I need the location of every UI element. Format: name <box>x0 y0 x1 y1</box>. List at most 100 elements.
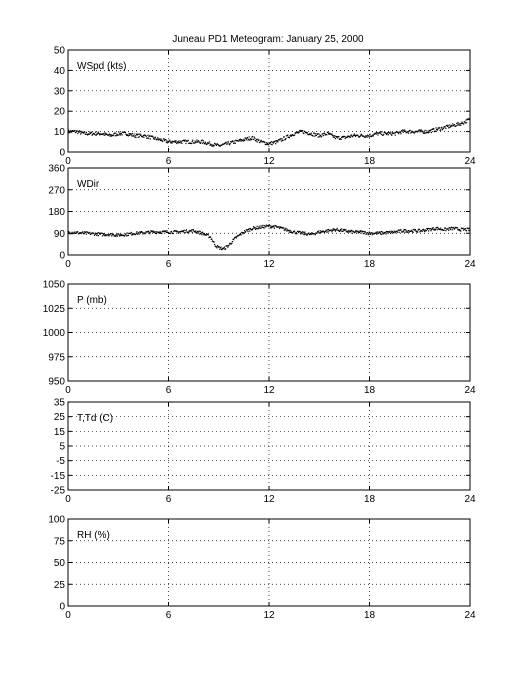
data-point <box>165 139 167 141</box>
data-point <box>199 233 201 235</box>
data-point <box>460 124 462 126</box>
data-point <box>316 133 319 135</box>
data-point <box>116 233 118 236</box>
data-point <box>211 238 213 240</box>
data-point <box>444 227 446 229</box>
data-point <box>394 232 396 234</box>
data-point <box>319 135 322 137</box>
data-point <box>467 228 469 230</box>
data-point <box>353 133 356 135</box>
y-tick-label: 1000 <box>43 328 66 339</box>
data-point <box>424 229 426 231</box>
data-point <box>350 229 353 232</box>
data-point <box>453 124 456 126</box>
data-point <box>286 228 288 230</box>
data-point <box>231 242 233 244</box>
x-tick-label: 0 <box>65 259 71 270</box>
data-point <box>102 233 104 235</box>
data-point <box>396 230 398 233</box>
data-point <box>353 231 355 233</box>
data-point <box>155 138 157 140</box>
data-point <box>118 131 120 133</box>
data-point <box>110 232 112 235</box>
data-point <box>385 233 387 235</box>
data-point <box>159 138 161 140</box>
data-point <box>414 131 416 133</box>
data-point <box>217 144 219 146</box>
data-point <box>334 135 336 137</box>
y-tick-label: 25 <box>54 412 66 423</box>
data-point <box>358 136 361 138</box>
x-tick-label: 6 <box>166 385 172 396</box>
data-point <box>143 136 145 139</box>
data-point <box>270 227 273 229</box>
data-point <box>138 232 140 234</box>
data-point <box>169 139 171 141</box>
data-point <box>376 231 379 233</box>
data-point <box>342 230 344 232</box>
data-point <box>242 139 244 141</box>
data-point <box>239 139 241 142</box>
data-point <box>421 130 423 132</box>
data-point <box>115 132 117 134</box>
data-point <box>413 132 415 134</box>
data-point <box>177 141 179 143</box>
data-point <box>368 233 370 235</box>
data-point <box>243 230 246 232</box>
x-tick-label: 24 <box>464 259 476 270</box>
data-point <box>236 235 238 237</box>
data-point <box>327 132 330 135</box>
data-point <box>205 234 207 236</box>
y-tick-label: 40 <box>54 66 66 77</box>
data-point <box>184 232 186 234</box>
data-point <box>435 127 437 129</box>
data-point <box>333 229 335 231</box>
data-point <box>301 130 303 132</box>
data-point <box>254 227 256 229</box>
data-point <box>295 132 297 134</box>
data-point <box>430 229 433 231</box>
data-point <box>380 231 383 233</box>
data-point <box>398 133 400 135</box>
data-point <box>253 138 255 141</box>
data-point <box>451 125 453 127</box>
data-point <box>426 228 429 231</box>
data-point <box>116 133 118 135</box>
data-point <box>171 142 173 144</box>
data-point <box>396 231 399 233</box>
data-point <box>268 225 270 228</box>
data-point <box>352 135 354 138</box>
data-point <box>206 233 208 235</box>
data-point <box>242 140 245 142</box>
data-point <box>181 142 183 144</box>
data-point <box>366 136 368 138</box>
data-point <box>304 131 306 133</box>
data-point <box>427 132 430 134</box>
data-point <box>417 229 419 231</box>
data-point <box>311 232 313 234</box>
data-point <box>458 229 460 232</box>
data-point <box>133 133 135 135</box>
data-point <box>229 143 231 145</box>
x-tick-label: 12 <box>263 494 275 505</box>
data-point <box>321 231 323 233</box>
data-point <box>300 129 302 131</box>
data-point <box>170 141 173 143</box>
data-point <box>165 141 167 143</box>
data-point <box>275 225 277 227</box>
data-point <box>362 230 364 232</box>
data-point <box>355 229 357 232</box>
data-point <box>113 235 116 237</box>
data-point <box>317 136 319 138</box>
panel-label: P (mb) <box>77 295 107 306</box>
data-point <box>238 138 240 141</box>
data-point <box>200 232 203 234</box>
data-point <box>318 230 320 232</box>
data-point <box>322 134 324 137</box>
data-point <box>320 136 322 138</box>
data-point <box>336 227 338 229</box>
data-point <box>104 134 106 136</box>
data-point <box>302 233 304 235</box>
data-point <box>184 140 186 142</box>
data-point <box>136 231 138 233</box>
